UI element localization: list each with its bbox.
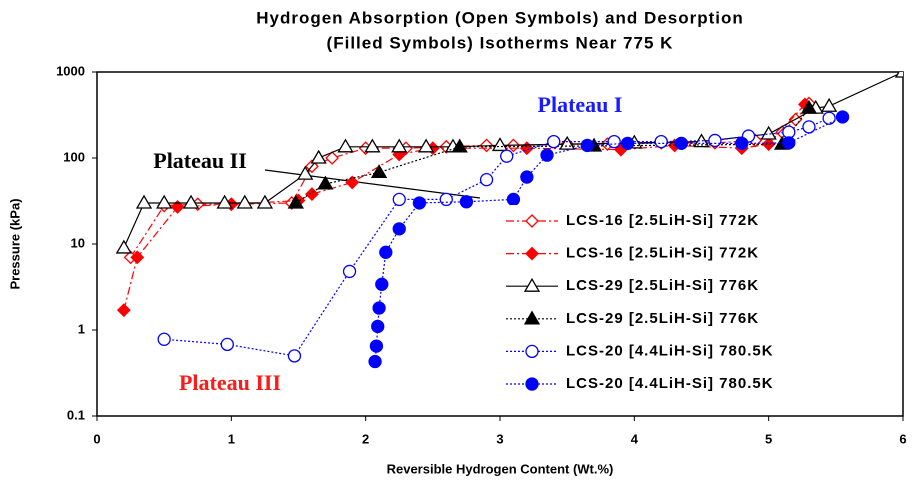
legend-marker	[525, 344, 539, 359]
data-point	[369, 339, 384, 353]
legend-label: LCS-20 [4.4LiH-Si] 780.5K	[566, 342, 774, 359]
legend-marker	[523, 277, 541, 292]
x-tick-label: 0	[93, 431, 100, 446]
plot-area	[115, 72, 903, 369]
legend-marker	[525, 377, 539, 391]
data-point	[500, 149, 514, 163]
x-tick-label: 3	[496, 431, 503, 446]
data-point	[439, 192, 453, 207]
x-tick-label: 2	[362, 431, 369, 446]
legend-marker	[523, 310, 541, 325]
data-point	[236, 194, 253, 209]
data-point	[417, 138, 435, 153]
data-point	[156, 194, 173, 209]
data-point	[342, 264, 357, 279]
data-point	[761, 137, 776, 152]
x-axis-label: Reversible Hydrogen Content (Wt.%)	[387, 461, 614, 476]
data-point	[345, 175, 360, 190]
legend-label: LCS-16 [2.5LiH-Si] 772K	[566, 245, 759, 262]
data-point	[822, 111, 836, 125]
y-tick-label: 1	[78, 321, 85, 336]
data-point	[654, 134, 668, 149]
x-tick-label: 6	[899, 431, 906, 446]
legend-label: LCS-29 [2.5LiH-Si] 776K	[566, 310, 759, 327]
data-point	[375, 277, 389, 291]
data-point	[391, 138, 408, 153]
series-line	[374, 116, 843, 362]
y-axis-label: Pressure (kPa)	[7, 198, 22, 289]
data-point	[392, 222, 406, 236]
data-point	[451, 138, 468, 153]
data-point	[368, 354, 382, 369]
legend-marker	[525, 214, 539, 228]
data-point	[894, 72, 903, 78]
annotation: Plateau II	[153, 148, 247, 173]
data-point	[782, 136, 796, 150]
y-tick-label: 100	[63, 149, 85, 164]
data-point	[182, 194, 200, 209]
data-point	[157, 332, 171, 346]
legend-label: LCS-16 [2.5LiH-Si] 772K	[566, 212, 759, 229]
data-point	[317, 175, 334, 190]
data-point	[287, 194, 304, 209]
y-tick-label: 1000	[56, 63, 85, 78]
data-point	[216, 194, 233, 209]
y-tick-label: 10	[71, 235, 85, 250]
x-tick-label: 1	[228, 431, 235, 446]
data-point	[135, 194, 153, 209]
data-point	[297, 165, 314, 180]
data-point	[800, 99, 818, 114]
legend-label: LCS-20 [4.4LiH-Si] 780.5K	[566, 375, 774, 392]
x-tick-label: 4	[631, 431, 639, 446]
annotation: Plateau I	[538, 92, 623, 117]
data-point	[760, 125, 777, 140]
data-point	[547, 134, 561, 149]
series-line	[164, 117, 830, 357]
data-point	[820, 97, 838, 112]
chart-title: Hydrogen Absorption (Open Symbols) and D…	[256, 8, 744, 27]
data-point	[310, 149, 327, 164]
data-point	[479, 173, 494, 187]
data-point	[116, 303, 131, 318]
data-point	[835, 110, 850, 124]
data-point	[506, 192, 521, 207]
data-point	[674, 136, 688, 151]
data-point	[520, 170, 534, 184]
data-point	[364, 138, 381, 153]
data-point	[540, 148, 554, 162]
data-point	[371, 319, 385, 334]
data-point	[491, 137, 509, 152]
data-point	[708, 133, 722, 148]
data-point	[170, 199, 185, 214]
legend-label: LCS-29 [2.5LiH-Si] 776K	[566, 277, 759, 294]
data-point	[370, 164, 388, 179]
y-tick-label: 0.1	[67, 407, 85, 422]
data-point	[337, 138, 354, 153]
data-point	[580, 138, 594, 153]
data-point	[325, 151, 340, 165]
data-point	[256, 194, 274, 209]
data-point	[735, 136, 749, 151]
data-point	[379, 245, 393, 259]
data-point	[305, 187, 319, 202]
data-point	[459, 195, 474, 209]
data-point	[392, 192, 406, 207]
legend-marker	[525, 246, 539, 261]
series-line	[123, 103, 806, 311]
data-point	[607, 134, 621, 149]
data-point	[115, 239, 132, 254]
data-point	[130, 250, 145, 265]
legend: LCS-16 [2.5LiH-Si] 772K LCS-16 [2.5LiH-Si…	[500, 205, 860, 405]
annotation: Plateau III	[179, 370, 281, 395]
data-point	[287, 349, 302, 363]
data-point	[412, 196, 427, 210]
data-point	[620, 136, 635, 151]
chart-title: (Filled Symbols) Isotherms Near 775 K	[327, 33, 674, 52]
data-point	[220, 337, 234, 352]
data-point	[372, 301, 386, 315]
x-tick-label: 5	[765, 431, 772, 446]
legend-box	[500, 205, 860, 405]
